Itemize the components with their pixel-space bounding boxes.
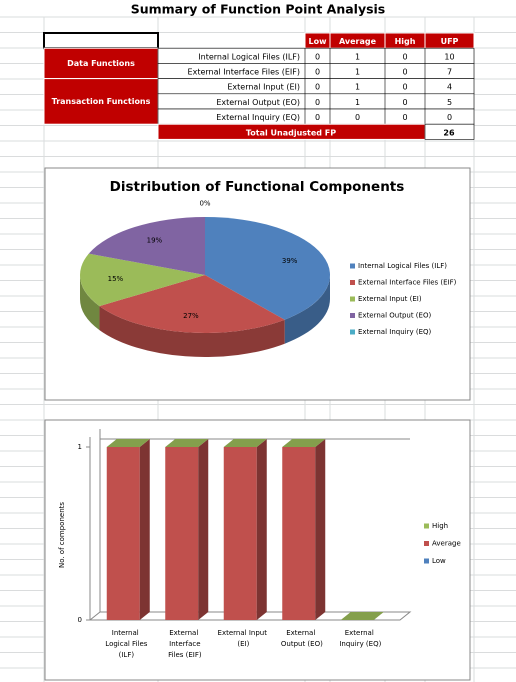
y-tick-label: 1 bbox=[78, 443, 82, 451]
legend-label: External Interface Files (EIF) bbox=[358, 279, 457, 287]
legend-label: Low bbox=[432, 557, 446, 565]
cell-value: 0 bbox=[315, 98, 320, 107]
bar-top bbox=[282, 439, 326, 447]
pie-label: 39% bbox=[282, 257, 298, 265]
x-tick-label: External Interface Files (EIF) bbox=[166, 629, 202, 659]
legend-label: External Inquiry (EQ) bbox=[358, 328, 432, 336]
pie-side bbox=[80, 275, 100, 331]
cell-value: 0 bbox=[315, 52, 320, 61]
x-tick-label: Internal Logical Files (ILF) bbox=[103, 629, 148, 659]
function-name: External Inquiry (EQ) bbox=[216, 113, 300, 122]
cell-value: 10 bbox=[444, 52, 454, 61]
pie-slice bbox=[80, 253, 205, 307]
y-axis-label: No. of components bbox=[58, 502, 66, 568]
bar-top bbox=[165, 439, 209, 447]
pie-label: 27% bbox=[183, 312, 199, 320]
group-cell bbox=[43, 78, 159, 125]
legend-swatch bbox=[350, 313, 355, 318]
legend-label: Internal Logical Files (ILF) bbox=[358, 262, 447, 270]
legend-swatch bbox=[424, 541, 429, 546]
bar-side bbox=[198, 439, 209, 620]
cell-value: 0 bbox=[447, 113, 452, 122]
bar-side bbox=[315, 439, 326, 620]
bar-side bbox=[139, 439, 150, 620]
bar-front bbox=[165, 447, 199, 620]
cell-value: 0 bbox=[402, 83, 407, 92]
cell-value: 0 bbox=[355, 113, 360, 122]
function-name: External Output (EO) bbox=[216, 98, 300, 107]
cell-value: 1 bbox=[355, 83, 360, 92]
group-label: Data Functions bbox=[67, 59, 135, 68]
cell-value: 0 bbox=[315, 83, 320, 92]
total-value-cell bbox=[424, 123, 475, 140]
cell-value: 0 bbox=[402, 52, 407, 61]
cell-value: 0 bbox=[402, 98, 407, 107]
bar-top bbox=[223, 439, 267, 447]
legend-swatch bbox=[424, 558, 429, 564]
function-name: External Input (EI) bbox=[227, 83, 300, 92]
bar-top bbox=[106, 439, 150, 447]
legend-swatch bbox=[424, 523, 429, 529]
header-label: High bbox=[395, 37, 416, 46]
x-tick-label: External Inquiry (EQ) bbox=[337, 629, 381, 648]
bar-top bbox=[340, 612, 384, 620]
legend-swatch bbox=[350, 263, 355, 269]
pie-label: 19% bbox=[147, 236, 163, 244]
cell-value: 5 bbox=[447, 98, 452, 107]
header-label: UFP bbox=[441, 37, 459, 46]
cell-value: 1 bbox=[355, 98, 360, 107]
pie-slice bbox=[205, 217, 331, 320]
total-label: Total Unadjusted FP bbox=[246, 128, 336, 137]
bar-front bbox=[282, 447, 316, 620]
function-name: External Interface Files (EIF) bbox=[188, 68, 300, 77]
legend-label: Average bbox=[432, 540, 461, 548]
pie-slice bbox=[99, 275, 285, 334]
page-title: Summary of Function Point Analysis bbox=[131, 2, 386, 17]
pie-label: 0% bbox=[199, 199, 210, 207]
selected-cell bbox=[43, 32, 159, 50]
cell-value: 7 bbox=[447, 68, 452, 77]
bar-front bbox=[223, 447, 257, 620]
pie-slice bbox=[88, 217, 205, 275]
cell-value: 0 bbox=[315, 68, 320, 77]
cell-value: 0 bbox=[402, 113, 407, 122]
cell-value: 0 bbox=[315, 113, 320, 122]
x-tick-label: External Input (EI) bbox=[218, 629, 268, 648]
legend-label: External Output (EO) bbox=[358, 312, 431, 320]
header-label: Low bbox=[309, 37, 328, 46]
group-cell bbox=[43, 47, 159, 80]
cell-value: 1 bbox=[355, 68, 360, 77]
pie-label: 15% bbox=[108, 275, 124, 283]
legend-swatch bbox=[350, 329, 355, 335]
header-label: Average bbox=[339, 37, 377, 46]
legend-label: High bbox=[432, 522, 448, 530]
legend-swatch bbox=[350, 280, 355, 285]
chart-title: Distribution of Functional Components bbox=[110, 179, 405, 195]
cell-value: 1 bbox=[355, 52, 360, 61]
group-label: Transaction Functions bbox=[52, 97, 151, 106]
cell-value: 4 bbox=[447, 83, 452, 92]
legend-label: External Input (EI) bbox=[358, 295, 422, 303]
pie-side bbox=[284, 275, 330, 344]
y-tick-label: 0 bbox=[78, 616, 82, 624]
bar-side bbox=[256, 439, 267, 620]
function-name: Internal Logical Files (ILF) bbox=[198, 52, 300, 61]
pie-side bbox=[99, 306, 285, 358]
total-value: 26 bbox=[443, 128, 455, 137]
legend-swatch bbox=[350, 296, 355, 302]
x-tick-label: External Output (EO) bbox=[279, 629, 323, 648]
cell-value: 0 bbox=[402, 68, 407, 77]
bar-front bbox=[106, 447, 140, 620]
